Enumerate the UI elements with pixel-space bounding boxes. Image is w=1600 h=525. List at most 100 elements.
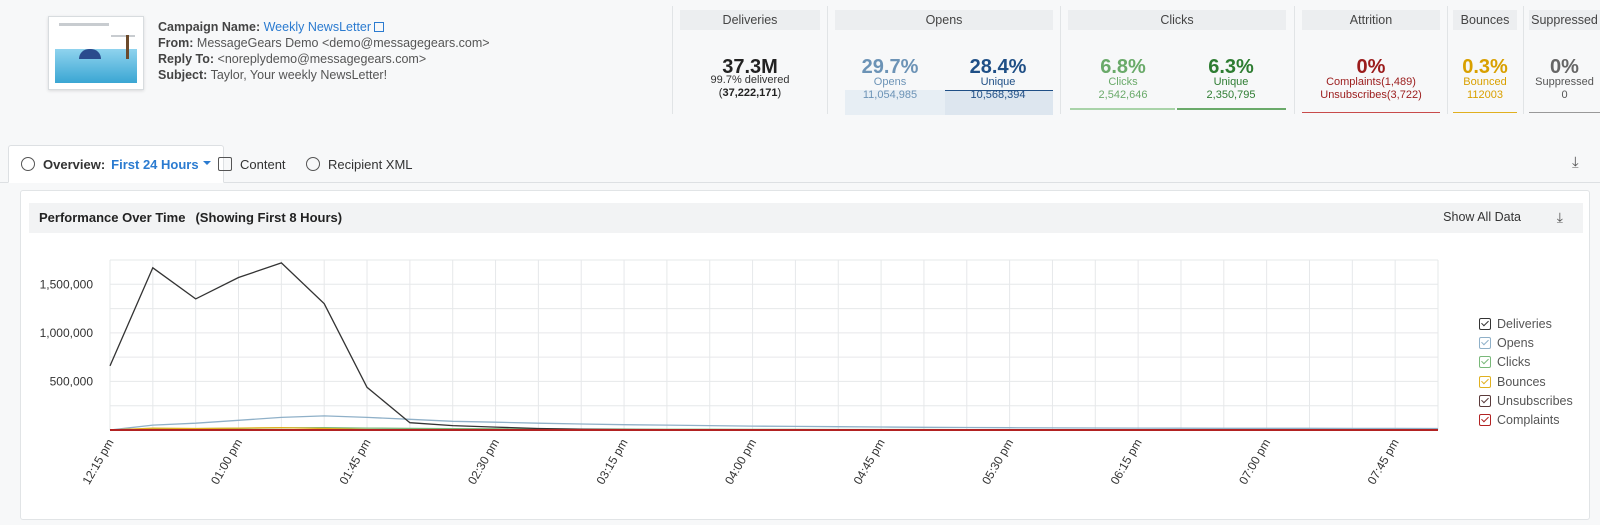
checkbox-icon[interactable] bbox=[1479, 414, 1491, 427]
legend-label: Clicks bbox=[1497, 355, 1531, 370]
tab-overview[interactable]: Overview: First 24 Hours bbox=[8, 145, 224, 183]
email-thumbnail[interactable] bbox=[48, 16, 144, 90]
y-tick-label: 1,500,000 bbox=[40, 277, 94, 291]
panel-title-text: Performance Over Time bbox=[39, 210, 186, 225]
checkbox-icon[interactable] bbox=[1479, 394, 1491, 407]
campaign-name-label: Campaign Name: bbox=[158, 20, 261, 34]
legend-item-clicks[interactable]: Clicks bbox=[1479, 353, 1573, 372]
metric-clicks-header: Clicks bbox=[1068, 10, 1286, 30]
unique-clicks-count: 2,350,795 bbox=[1206, 89, 1256, 101]
subject-value: Taylor, Your weekly NewsLetter! bbox=[210, 68, 388, 82]
campaign-name-row: Campaign Name: Weekly NewsLetter bbox=[158, 19, 490, 35]
unique-clicks-bar bbox=[1177, 108, 1286, 110]
download-icon[interactable]: ⤓ bbox=[1556, 209, 1563, 225]
opens-percent: 29.7% bbox=[861, 56, 919, 78]
legend-label: Opens bbox=[1497, 335, 1534, 350]
attrition-percent: 0% bbox=[1356, 56, 1386, 78]
attrition-bar bbox=[1302, 112, 1440, 113]
legend-label: Deliveries bbox=[1497, 316, 1552, 331]
thumbnail-text-line bbox=[59, 23, 109, 26]
tab-recipient-xml[interactable]: Recipient XML bbox=[306, 145, 413, 183]
suppressed-label: Suppressed bbox=[1535, 76, 1594, 88]
checkbox-icon[interactable] bbox=[1479, 356, 1491, 369]
opens-bar bbox=[845, 90, 952, 115]
unique-opens-percent: 28.4% bbox=[969, 56, 1027, 78]
deliveries-count: 37,222,171 bbox=[722, 87, 778, 99]
x-tick-label: 05:30 pm bbox=[979, 437, 1016, 487]
metric-opens[interactable]: Opens 29.7% Opens 11,054,985 28.4% Uniqu… bbox=[835, 6, 1053, 116]
checkbox-icon[interactable] bbox=[1479, 375, 1491, 388]
download-icon[interactable]: ⤓ bbox=[1572, 154, 1579, 171]
metric-suppressed[interactable]: Suppressed 0% Suppressed 0 bbox=[1529, 6, 1600, 116]
unique-clicks-label: Unique bbox=[1213, 76, 1249, 88]
campaign-name-link[interactable]: Weekly NewsLetter bbox=[263, 20, 372, 34]
unique-clicks-percent: 6.3% bbox=[1208, 56, 1254, 78]
metric-opens-header: Opens bbox=[835, 10, 1053, 30]
x-tick-label: 07:45 pm bbox=[1365, 437, 1402, 487]
chart-icon bbox=[21, 157, 35, 171]
chart-grid bbox=[109, 259, 1439, 430]
bounced-label: Bounced bbox=[1463, 76, 1507, 88]
divider bbox=[1447, 6, 1448, 114]
metric-deliveries-header: Deliveries bbox=[680, 10, 820, 30]
unique-opens-count: 10,568,394 bbox=[970, 89, 1026, 101]
bounced-count: 112003 bbox=[1467, 89, 1503, 101]
series-line-opens bbox=[109, 415, 1439, 431]
x-tick-label: 06:15 pm bbox=[1108, 437, 1145, 487]
tab-content-label: Content bbox=[240, 156, 286, 172]
thumbnail-palm bbox=[126, 35, 129, 59]
divider bbox=[1294, 6, 1295, 114]
bounces-percent: 0.3% bbox=[1462, 56, 1508, 78]
panel-header: Performance Over Time (Showing First 8 Ho… bbox=[29, 203, 1583, 233]
checkbox-icon[interactable] bbox=[1479, 336, 1491, 349]
subject-label: Subject: bbox=[158, 68, 208, 82]
legend-item-opens[interactable]: Opens bbox=[1479, 333, 1573, 352]
deliveries-percent: 99.7% delivered bbox=[710, 74, 790, 86]
tab-overview-label: Overview: bbox=[43, 156, 106, 172]
legend-item-unsubscribes[interactable]: Unsubscribes bbox=[1479, 391, 1573, 410]
x-axis: 12:15 pm 01:00 pm 01:45 pm 02:30 pm 03:15 pm… bbox=[79, 429, 1438, 487]
panel-title: Performance Over Time (Showing First 8 Ho… bbox=[39, 210, 342, 225]
unique-opens-bar bbox=[945, 90, 1053, 115]
x-tick-label: 02:30 pm bbox=[465, 437, 502, 487]
metric-bounces[interactable]: Bounces 0.3% Bounced 112003 bbox=[1453, 6, 1517, 116]
from-label: From: bbox=[158, 36, 194, 50]
divider bbox=[672, 6, 673, 114]
legend-item-complaints[interactable]: Complaints bbox=[1479, 410, 1573, 429]
campaign-meta: Campaign Name: Weekly NewsLetter From: M… bbox=[158, 19, 490, 83]
show-all-data-button[interactable]: Show All Data bbox=[1443, 210, 1521, 224]
suppressed-percent: 0% bbox=[1550, 56, 1579, 78]
thumbnail-text-line bbox=[111, 35, 135, 37]
metric-attrition[interactable]: Attrition 0% Complaints(1,489) Unsubscri… bbox=[1302, 6, 1440, 116]
chart-legend: Deliveries Opens Clicks Bounces Unsubscribes… bbox=[1479, 314, 1573, 430]
clicks-percent: 6.8% bbox=[1100, 56, 1146, 78]
opens-label: Opens bbox=[873, 76, 907, 88]
x-tick-label: 04:00 pm bbox=[722, 437, 759, 487]
panel-subtitle: (Showing First 8 Hours) bbox=[195, 210, 343, 225]
checkbox-icon[interactable] bbox=[1479, 317, 1491, 330]
document-icon bbox=[218, 157, 232, 171]
divider bbox=[1060, 6, 1061, 114]
tab-content[interactable]: Content bbox=[218, 145, 286, 183]
legend-item-bounces[interactable]: Bounces bbox=[1479, 372, 1573, 391]
x-tick-label: 07:00 pm bbox=[1236, 437, 1273, 487]
suppressed-count: 0 bbox=[1561, 89, 1568, 101]
clicks-count: 2,542,646 bbox=[1098, 89, 1148, 101]
external-link-icon[interactable] bbox=[374, 22, 385, 32]
y-axis: 500,000 1,000,000 1,500,000 bbox=[40, 277, 94, 388]
chevron-down-icon[interactable] bbox=[202, 161, 211, 165]
bounces-bar bbox=[1453, 112, 1517, 113]
metric-deliveries[interactable]: Deliveries 37.3M 99.7% delivered (37,222… bbox=[680, 6, 820, 116]
deliveries-total: 37.3M bbox=[722, 56, 778, 78]
legend-label: Unsubscribes bbox=[1497, 393, 1573, 408]
metric-bounces-header: Bounces bbox=[1453, 10, 1517, 30]
complaints-count: Complaints(1,489) bbox=[1326, 76, 1416, 88]
from-row: From: MessageGears Demo <demo@messagegea… bbox=[158, 35, 490, 51]
x-tick-label: 01:45 pm bbox=[336, 437, 373, 487]
x-tick-label: 04:45 pm bbox=[851, 437, 888, 487]
divider bbox=[1523, 6, 1524, 114]
timeframe-dropdown[interactable]: First 24 Hours bbox=[111, 156, 199, 172]
metric-clicks[interactable]: Clicks 6.8% Clicks 2,542,646 6.3% Unique… bbox=[1068, 6, 1286, 116]
legend-item-deliveries[interactable]: Deliveries bbox=[1479, 314, 1573, 333]
user-code-icon bbox=[306, 157, 320, 171]
